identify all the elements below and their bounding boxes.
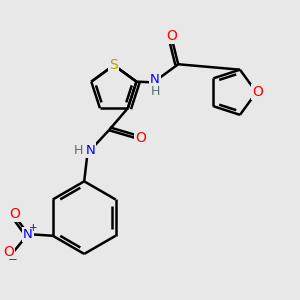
Text: S: S [110, 58, 118, 72]
Text: H: H [150, 85, 160, 98]
Text: +: + [29, 223, 38, 232]
Text: N: N [150, 73, 160, 85]
Text: O: O [3, 245, 14, 259]
Text: O: O [135, 131, 146, 146]
Text: O: O [9, 207, 20, 221]
Text: −: − [8, 253, 17, 266]
Text: H: H [74, 143, 83, 157]
Text: O: O [166, 28, 177, 43]
Text: N: N [85, 143, 95, 157]
Text: N: N [23, 228, 33, 241]
Text: O: O [253, 85, 263, 99]
